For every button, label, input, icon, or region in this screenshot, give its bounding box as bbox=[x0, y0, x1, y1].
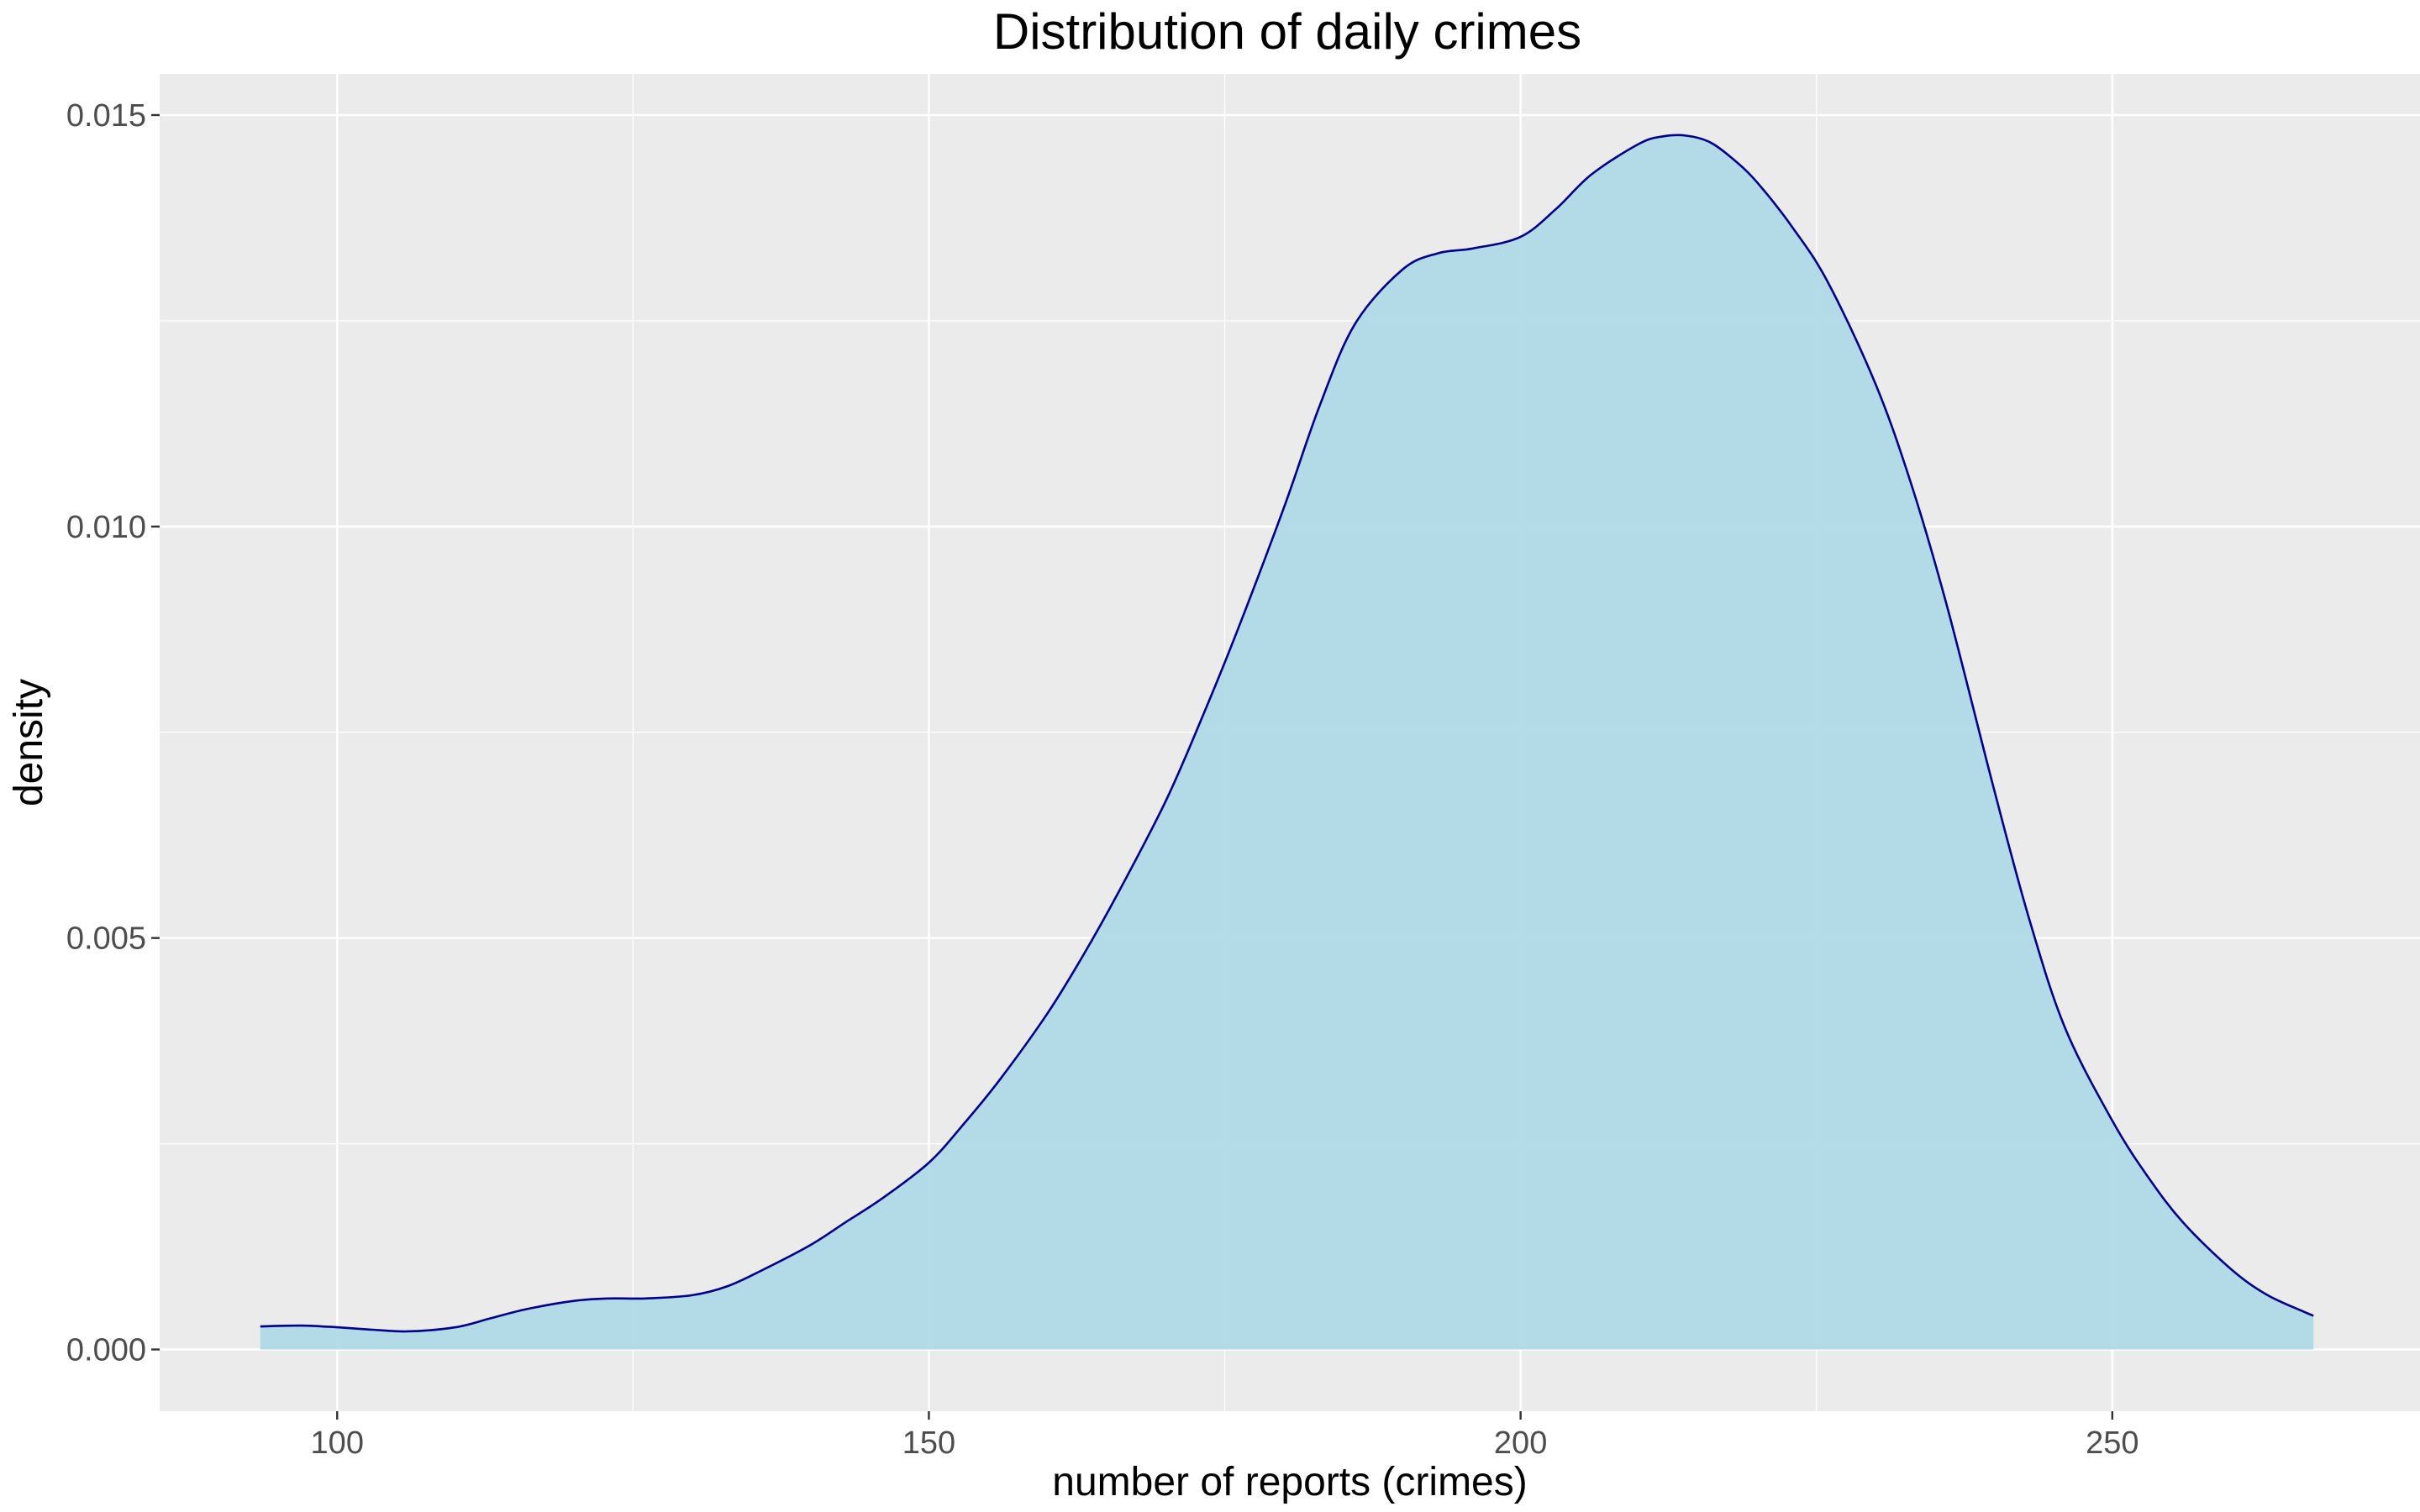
x-axis-title: number of reports (crimes) bbox=[1052, 1460, 1527, 1504]
x-tick-label: 150 bbox=[902, 1425, 955, 1461]
density-curve bbox=[260, 134, 2314, 1333]
y-tick-label: 0.005 bbox=[66, 921, 146, 957]
x-tick-label: 250 bbox=[2086, 1425, 2139, 1461]
y-tick-label: 0.000 bbox=[66, 1333, 146, 1368]
x-tick-label: 200 bbox=[1494, 1425, 1547, 1461]
y-tick-label: 0.010 bbox=[66, 510, 146, 545]
y-axis: 0.000 0.005 0.010 0.015 bbox=[66, 98, 160, 1368]
y-axis-title: density bbox=[7, 679, 51, 806]
density-area bbox=[260, 134, 2314, 1350]
y-tick-label: 0.015 bbox=[66, 98, 146, 134]
x-axis: 100 150 200 250 bbox=[311, 1411, 2139, 1461]
chart-title: Distribution of daily crimes bbox=[993, 3, 1581, 60]
x-tick-label: 100 bbox=[311, 1425, 364, 1461]
